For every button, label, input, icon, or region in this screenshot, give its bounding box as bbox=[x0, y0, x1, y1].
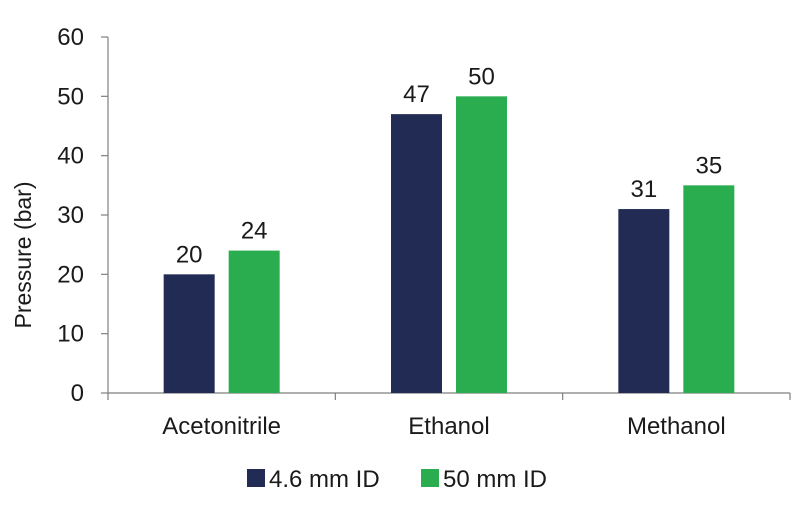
y-tick-label: 10 bbox=[57, 321, 84, 348]
bar-ethanol-series-2 bbox=[456, 96, 507, 393]
data-label: 31 bbox=[630, 176, 657, 203]
legend-label: 4.6 mm ID bbox=[269, 466, 380, 493]
bar-methanol-series-1 bbox=[618, 209, 670, 393]
bar-ethanol-series-1 bbox=[391, 114, 442, 393]
data-label: 20 bbox=[176, 241, 203, 268]
legend-label: 50 mm ID bbox=[443, 466, 547, 493]
x-tick-label: Acetonitrile bbox=[162, 413, 281, 440]
y-axis-title: Pressure (bar) bbox=[10, 182, 36, 329]
y-tick-label: 40 bbox=[57, 143, 84, 170]
x-tick-label: Ethanol bbox=[408, 413, 489, 440]
legend: 4.6 mm ID 50 mm ID bbox=[247, 466, 547, 493]
y-tick-label: 0 bbox=[71, 380, 84, 407]
y-tick-label: 60 bbox=[57, 24, 84, 51]
legend-swatch bbox=[247, 469, 265, 487]
y-tick-label: 30 bbox=[57, 202, 84, 229]
legend-swatch bbox=[421, 469, 439, 487]
bar-methanol-series-2 bbox=[683, 185, 735, 393]
y-tick-label: 20 bbox=[57, 261, 84, 288]
axis-layer: 0 10 20 30 40 50 60 bbox=[57, 24, 791, 407]
bar-acetonitrile-series-1 bbox=[163, 274, 215, 393]
data-label: 47 bbox=[403, 81, 430, 108]
label-layer: 20 24 Acetonitrile 47 50 Ethanol 31 35 Methanol bbox=[162, 63, 725, 440]
legend-item: 50 mm ID bbox=[421, 466, 547, 493]
y-tick-label: 50 bbox=[57, 83, 84, 110]
bar-layer bbox=[163, 96, 735, 393]
data-label: 35 bbox=[695, 152, 722, 179]
x-tick-label: Methanol bbox=[627, 413, 726, 440]
data-label: 50 bbox=[468, 63, 495, 90]
data-label: 24 bbox=[241, 218, 268, 245]
legend-item: 4.6 mm ID bbox=[247, 466, 380, 493]
bar-acetonitrile-series-2 bbox=[228, 250, 280, 393]
